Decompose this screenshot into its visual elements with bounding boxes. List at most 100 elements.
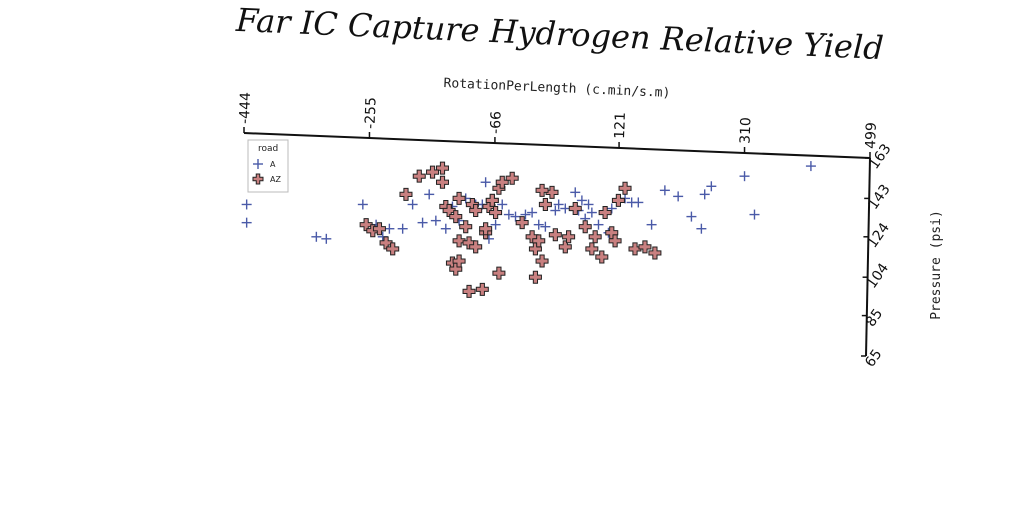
data-point-az (535, 183, 549, 197)
data-point-a (576, 195, 587, 206)
data-point-az (435, 175, 449, 189)
data-point-az (449, 210, 463, 224)
data-point-a (241, 199, 252, 210)
data-point-az (492, 266, 506, 280)
data-point-a (739, 171, 750, 182)
legend-label: A (270, 160, 276, 169)
data-point-az (459, 220, 473, 234)
data-point-az (608, 234, 622, 248)
data-point-az (515, 216, 529, 230)
x-tick-label: 499 (863, 122, 880, 149)
data-point-az (535, 254, 549, 268)
data-point-az (548, 228, 562, 242)
data-point-a (540, 221, 551, 232)
data-point-az (469, 240, 483, 254)
data-point-az (648, 246, 662, 260)
data-point-a (586, 207, 597, 218)
data-point-az (598, 206, 612, 220)
data-point-az (452, 254, 466, 268)
data-point-a (696, 223, 707, 234)
data-point-az (558, 240, 572, 254)
data-point-az (435, 161, 449, 175)
data-point-a (533, 219, 544, 230)
chart-title: Far IC Capture Hydrogen Relative Yield (234, 1, 884, 67)
data-point-az (479, 222, 493, 236)
plot-area (241, 161, 816, 298)
data-point-az (252, 173, 264, 185)
data-point-az (505, 171, 519, 185)
data-point-az (426, 165, 440, 179)
data-point-az (489, 206, 503, 220)
data-point-az (452, 191, 466, 205)
x-tick-label: 121 (612, 112, 629, 139)
x-tick-label: -444 (237, 92, 254, 124)
x-axis-label: RotationPerLength (c.min/s.m) (443, 76, 670, 101)
data-point-a (440, 223, 451, 234)
data-point-a (606, 203, 617, 214)
legend: road A AZ (247, 139, 289, 193)
data-point-a (593, 219, 604, 230)
data-point-az (386, 242, 400, 256)
data-point-az (372, 222, 386, 236)
data-point-az (595, 250, 609, 264)
data-point-a (497, 199, 508, 210)
data-point-a (659, 185, 670, 196)
data-point-a (553, 199, 564, 210)
data-point-a (805, 161, 816, 172)
data-point-a (480, 177, 491, 188)
data-point-a (357, 199, 368, 210)
data-point-az (412, 169, 426, 183)
data-point-az (452, 234, 466, 248)
legend-box (247, 139, 289, 193)
data-point-az (538, 197, 552, 211)
legend-title: road (258, 144, 278, 154)
data-point-a (550, 205, 561, 216)
data-point-a (510, 211, 521, 222)
data-point-az (618, 181, 632, 195)
data-point-a (527, 207, 538, 218)
data-point-a (430, 215, 441, 226)
data-point-a (311, 231, 322, 242)
legend-label: AZ (270, 175, 281, 184)
data-point-a (321, 233, 332, 244)
data-point-a (570, 187, 581, 198)
data-point-az (638, 240, 652, 254)
data-point-az (578, 220, 592, 234)
data-point-az (528, 270, 542, 284)
data-point-az (462, 284, 476, 298)
data-point-az (611, 193, 625, 207)
data-point-a (699, 189, 710, 200)
data-point-a (560, 203, 571, 214)
y-axis-label: Pressure (psi) (929, 210, 944, 320)
data-point-a (633, 197, 644, 208)
data-point-az (628, 242, 642, 256)
data-point-az (562, 230, 576, 244)
data-point-a (253, 159, 263, 169)
data-point-az (485, 193, 499, 207)
data-point-az (495, 175, 509, 189)
data-point-az (585, 242, 599, 256)
x-tick-label: 310 (738, 117, 755, 144)
data-point-a (583, 199, 594, 210)
data-point-az (588, 230, 602, 244)
data-point-a (503, 209, 514, 220)
data-point-a (686, 211, 697, 222)
data-point-az (568, 202, 582, 216)
data-point-az (399, 187, 413, 201)
data-point-a (417, 217, 428, 228)
y-axis-line (865, 157, 871, 357)
data-point-a (706, 181, 717, 192)
data-point-az (469, 204, 483, 218)
data-point-az (475, 282, 489, 296)
x-axis-line (243, 132, 871, 159)
x-tick-label: -66 (488, 111, 505, 135)
x-tick-label: -255 (362, 97, 379, 129)
data-point-a (673, 191, 684, 202)
data-point-a (749, 209, 760, 220)
data-point-a (407, 199, 418, 210)
data-point-a (384, 223, 395, 234)
data-point-a (490, 219, 501, 230)
data-point-az (532, 234, 546, 248)
data-point-a (646, 219, 657, 230)
data-point-a (520, 209, 531, 220)
